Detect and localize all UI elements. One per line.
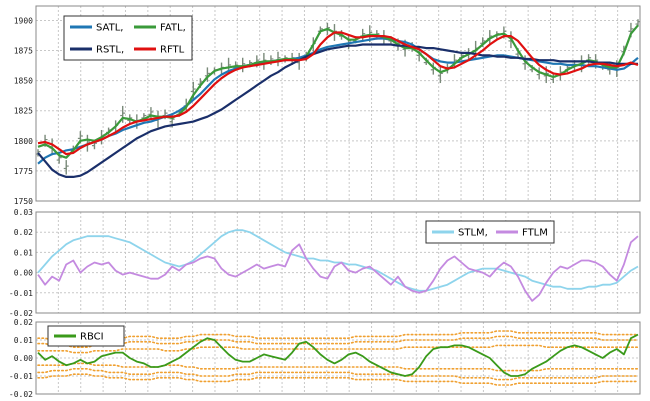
series-line-rstl bbox=[37, 43, 638, 178]
plot-frame bbox=[35, 321, 641, 395]
y-tick-label: 0.01 bbox=[14, 336, 33, 345]
y-tick-label: 1875 bbox=[14, 47, 33, 56]
legend: RBCI bbox=[47, 325, 125, 347]
legend-label-ftlm: FTLM bbox=[522, 228, 548, 239]
band-line bbox=[37, 335, 639, 349]
plot-frame bbox=[35, 5, 641, 202]
y-tick-label: 0.03 bbox=[14, 208, 33, 217]
y-tick-label: -0.01 bbox=[9, 372, 33, 381]
legend: STLM, FTLM bbox=[425, 220, 555, 244]
legend-label-rstl: RSTL, bbox=[96, 45, 124, 56]
y-tick-label: -0.02 bbox=[9, 309, 33, 318]
band-line bbox=[37, 373, 639, 386]
y-tick-label: 1800 bbox=[14, 137, 33, 146]
price-panel: 1900 1875 1850 1825 1800 1775 1750 SATL, FATL, RS… bbox=[14, 5, 641, 206]
legend-label-rbci: RBCI bbox=[80, 332, 104, 343]
stlm-ftlm-panel: 0.03 0.02 0.01 0.00 -0.01 -0.02 STLM, FTLM bbox=[9, 208, 641, 318]
legend-label-satl: SATL, bbox=[96, 23, 123, 34]
legend-box bbox=[425, 220, 555, 244]
legend-label-rftl: RFTL bbox=[160, 45, 185, 56]
rbci-panel: 0.02 0.01 0.00 -0.01 -0.02 RBCI bbox=[9, 318, 641, 399]
legend-box bbox=[63, 15, 193, 61]
y-tick-label: 1825 bbox=[14, 107, 33, 116]
y-tick-label: 0.00 bbox=[14, 269, 33, 278]
y-tick-label: 0.02 bbox=[14, 318, 33, 327]
y-tick-label: 1750 bbox=[14, 197, 33, 206]
legend-label-fatl: FATL, bbox=[160, 23, 186, 34]
band-line bbox=[37, 367, 639, 381]
band-line bbox=[37, 344, 639, 354]
y-tick-label: -0.01 bbox=[9, 289, 33, 298]
y-tick-label: 0.00 bbox=[14, 354, 33, 363]
band-line bbox=[37, 362, 639, 372]
series-line-stlm bbox=[37, 229, 639, 292]
y-tick-label: 1775 bbox=[14, 167, 33, 176]
band-line bbox=[37, 330, 639, 343]
y-tick-label: 0.02 bbox=[14, 228, 33, 237]
y-tick-label: 1850 bbox=[14, 77, 33, 86]
y-tick-label: 0.01 bbox=[14, 248, 33, 257]
series-line-satl bbox=[37, 37, 639, 165]
legend: SATL, FATL, RSTL, RFTL bbox=[63, 15, 193, 61]
series-line-rbci bbox=[37, 333, 639, 377]
y-tick-label: -0.02 bbox=[9, 390, 33, 399]
y-tick-label: 1900 bbox=[14, 16, 33, 25]
series-line-ftlm bbox=[37, 235, 639, 302]
legend-box bbox=[47, 325, 125, 347]
plot-frame bbox=[35, 211, 641, 314]
series-line-rftl bbox=[37, 31, 639, 156]
legend-label-stlm: STLM, bbox=[458, 228, 488, 239]
